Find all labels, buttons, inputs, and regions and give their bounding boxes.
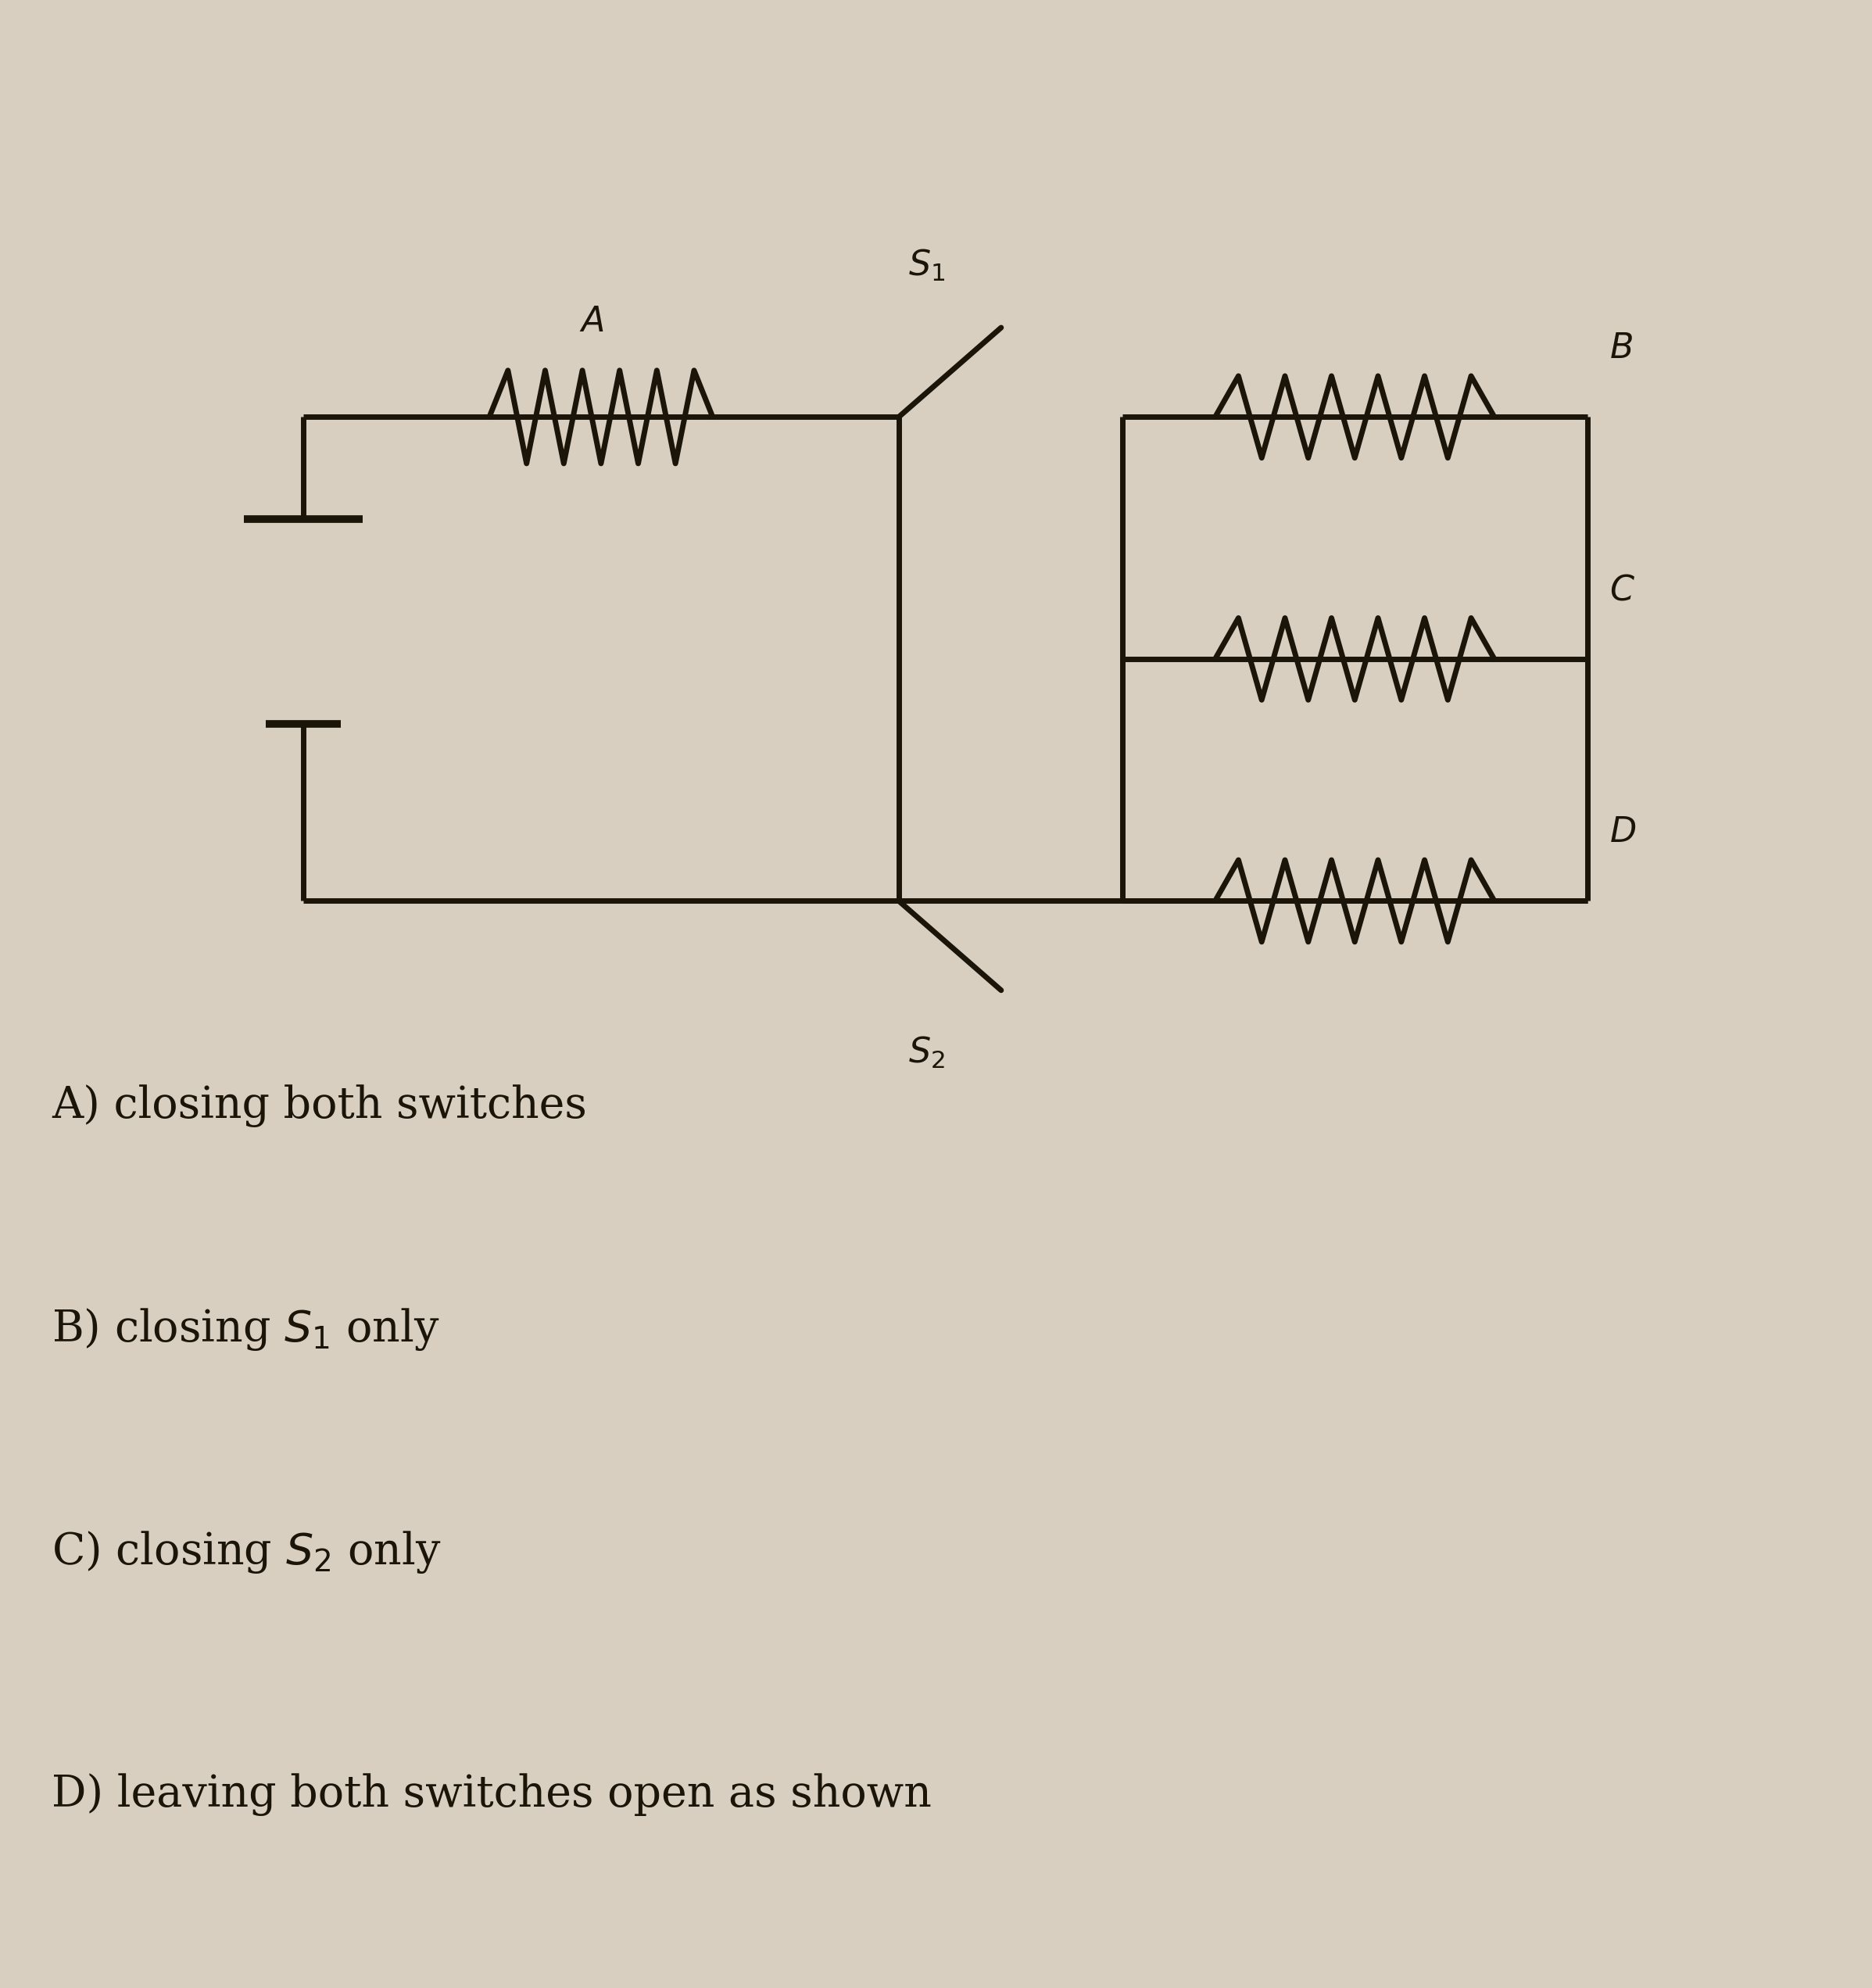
Text: C) closing $S_2$ only: C) closing $S_2$ only	[52, 1529, 442, 1576]
Text: $S_2$: $S_2$	[908, 1036, 945, 1070]
Text: A) closing both switches: A) closing both switches	[52, 1083, 588, 1127]
Text: $A$: $A$	[578, 304, 605, 338]
Text: $D$: $D$	[1610, 815, 1636, 849]
Text: B) closing $S_1$ only: B) closing $S_1$ only	[52, 1306, 440, 1352]
Text: $S_1$: $S_1$	[908, 248, 945, 282]
Text: $B$: $B$	[1610, 332, 1632, 366]
Text: $C$: $C$	[1610, 573, 1636, 606]
Text: D) leaving both switches open as shown: D) leaving both switches open as shown	[52, 1773, 932, 1815]
